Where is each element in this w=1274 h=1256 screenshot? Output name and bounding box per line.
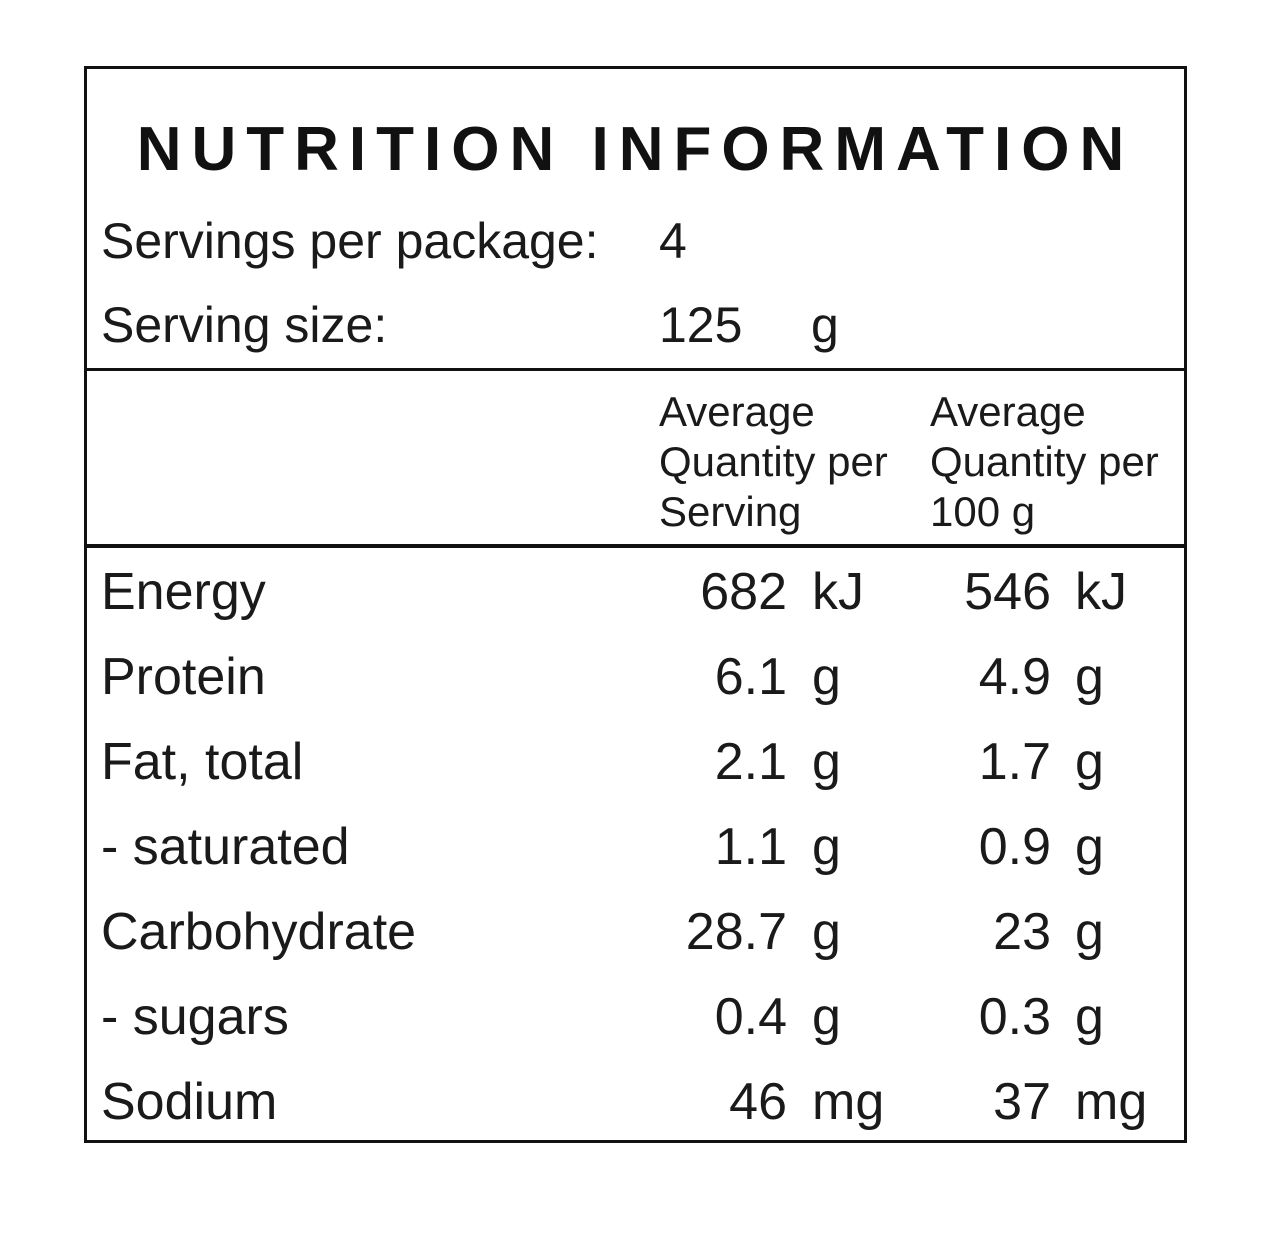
per-100g-unit: g <box>1075 903 1104 961</box>
per-serving-value: 1.1 <box>714 818 787 876</box>
per-serving-unit: kJ <box>812 563 864 621</box>
per-serving-unit: g <box>812 988 841 1046</box>
per-serving-value: 46 <box>729 1073 787 1131</box>
per-serving-value: 6.1 <box>714 648 787 706</box>
nutrient-row-protein: Protein 6.1 g 4.9 g <box>87 642 1184 726</box>
nutrient-name: Fat, total <box>101 733 304 791</box>
per-serving-value: 0.4 <box>714 988 787 1046</box>
nutrient-name: - sugars <box>101 988 289 1046</box>
per-100g-value: 0.3 <box>978 988 1051 1046</box>
per-serving-unit: g <box>812 733 841 791</box>
column-header-per-100g: Average Quantity per 100 g <box>930 388 1159 535</box>
serving-size-unit: g <box>811 297 839 353</box>
per-serving-unit: g <box>812 818 841 876</box>
per-100g-value: 0.9 <box>978 818 1051 876</box>
per-serving-unit: mg <box>812 1073 885 1131</box>
table-divider <box>87 544 1184 548</box>
per-100g-value: 1.7 <box>978 733 1051 791</box>
serving-size-label: Serving size: <box>101 297 388 353</box>
per-100g-unit: g <box>1075 648 1104 706</box>
per-100g-unit: g <box>1075 818 1104 876</box>
header-divider <box>87 368 1184 371</box>
column-header-per-serving: Average Quantity per Serving <box>659 388 888 535</box>
per-100g-value: 23 <box>993 903 1051 961</box>
nutrient-row-fat-total: Fat, total 2.1 g 1.7 g <box>87 727 1184 811</box>
serving-size-value: 125 <box>659 297 743 353</box>
per-serving-unit: g <box>812 648 841 706</box>
nutrient-row-saturated: - saturated 1.1 g 0.9 g <box>87 812 1184 896</box>
per-serving-unit: g <box>812 903 841 961</box>
per-100g-unit: g <box>1075 733 1104 791</box>
nutrient-name: Carbohydrate <box>101 903 417 961</box>
nutrient-row-carbohydrate: Carbohydrate 28.7 g 23 g <box>87 897 1184 981</box>
nutrient-name: Protein <box>101 648 266 706</box>
panel-title: NUTRITION INFORMATION <box>136 115 1135 184</box>
nutrient-row-sodium: Sodium 46 mg 37 mg <box>87 1067 1184 1151</box>
servings-value: 4 <box>659 213 687 269</box>
nutrition-panel: NUTRITION INFORMATION Servings per packa… <box>84 66 1187 1143</box>
per-100g-unit: kJ <box>1075 563 1127 621</box>
servings-label: Servings per package: <box>101 213 599 269</box>
per-100g-value: 546 <box>964 563 1051 621</box>
nutrient-row-sugars: - sugars 0.4 g 0.3 g <box>87 982 1184 1066</box>
nutrient-name: Energy <box>101 563 266 621</box>
per-100g-unit: g <box>1075 988 1104 1046</box>
nutrient-name: Sodium <box>101 1073 278 1131</box>
per-serving-value: 2.1 <box>714 733 787 791</box>
per-serving-value: 682 <box>700 563 787 621</box>
per-100g-unit: mg <box>1075 1073 1148 1131</box>
per-100g-value: 4.9 <box>978 648 1051 706</box>
per-100g-value: 37 <box>993 1073 1051 1131</box>
nutrient-row-energy: Energy 682 kJ 546 kJ <box>87 557 1184 641</box>
per-serving-value: 28.7 <box>685 903 787 961</box>
nutrient-name: - saturated <box>101 818 350 876</box>
